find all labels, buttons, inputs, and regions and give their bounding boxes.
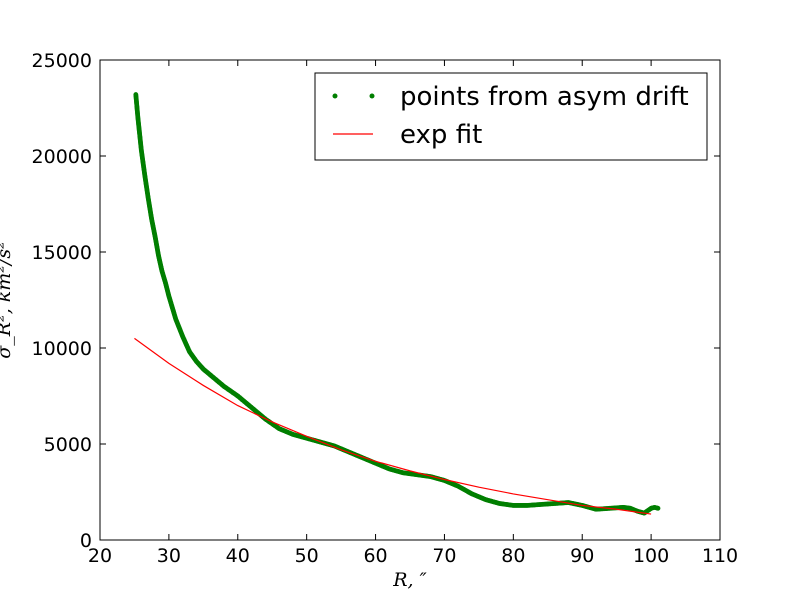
- x-tick-label: 100: [633, 545, 669, 567]
- x-axis-label: R, ″: [392, 569, 426, 591]
- tick-layer: 20 30 40 50 60 70 80 90 100 110 0 5000 10000 15000 200…: [32, 50, 739, 567]
- x-tick-label: 90: [570, 545, 594, 567]
- legend: points from asym drift exp fit: [314, 72, 708, 161]
- legend-entry-fit: exp fit: [400, 120, 482, 150]
- legend-marker-points: [332, 93, 338, 99]
- legend-marker-points: [369, 93, 375, 99]
- x-tick-label: 110: [702, 545, 738, 567]
- y-tick-label: 25000: [32, 50, 92, 72]
- x-tick-label: 40: [226, 545, 250, 567]
- series-exp-fit-line: [134, 337, 652, 515]
- x-tick-label: 60: [363, 545, 387, 567]
- series-layer: [133, 92, 661, 516]
- y-tick-label: 10000: [32, 338, 92, 360]
- y-tick-label: 20000: [32, 146, 92, 168]
- x-tick-label: 30: [157, 545, 181, 567]
- legend-entry-points: points from asym drift: [400, 82, 689, 112]
- series-points-from-asym-drift: [133, 92, 661, 516]
- legend-box: [314, 72, 708, 161]
- y-tick-label: 15000: [32, 242, 92, 264]
- data-point: [655, 505, 661, 511]
- x-tick-label: 20: [88, 545, 112, 567]
- y-axis-label: σ_R², km²/s²: [0, 241, 15, 358]
- y-tick-label: 5000: [44, 434, 92, 456]
- y-tick-label: 0: [80, 530, 92, 552]
- x-tick-label: 80: [501, 545, 525, 567]
- x-tick-label: 50: [295, 545, 319, 567]
- x-tick-label: 70: [432, 545, 456, 567]
